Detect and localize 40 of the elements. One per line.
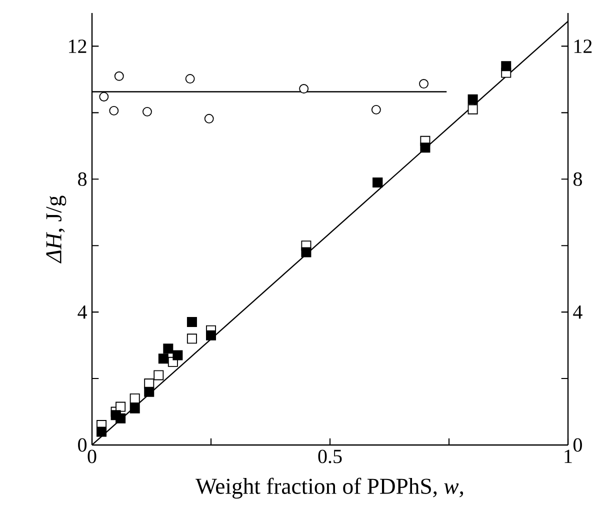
point	[501, 61, 512, 72]
x-tick-label: 0	[88, 450, 96, 464]
point	[114, 71, 124, 81]
point	[163, 344, 174, 354]
y-tick-label: 4	[78, 305, 87, 319]
point	[299, 84, 309, 94]
y2-tick-label: 12	[574, 40, 592, 53]
point	[96, 426, 107, 437]
point	[420, 142, 430, 153]
y-tick-label: 8	[78, 172, 87, 186]
point	[468, 104, 478, 114]
point	[130, 393, 140, 404]
point	[116, 402, 126, 412]
point	[186, 334, 197, 344]
y2-tick-label: 8	[573, 172, 582, 186]
point	[99, 92, 109, 102]
point	[109, 106, 119, 116]
point	[158, 354, 168, 364]
point	[144, 386, 154, 397]
y-axis-title: ΔH, J/g	[46, 196, 66, 264]
point	[301, 247, 312, 258]
point	[206, 330, 216, 340]
y-tick-label: 12	[69, 40, 86, 53]
point	[172, 350, 183, 360]
point	[468, 94, 478, 104]
y-tick-label: 0	[78, 438, 87, 452]
y2-tick-label: 0	[573, 438, 582, 452]
point	[419, 79, 429, 89]
y2-tick-label: 4	[573, 305, 582, 319]
point	[185, 74, 195, 84]
point	[130, 403, 140, 414]
point	[186, 317, 197, 328]
point	[154, 370, 164, 380]
point	[204, 114, 214, 124]
x-tick-label: 1	[564, 450, 572, 463]
x-axis-title: Weight fraction of PDPhS, w,	[196, 478, 464, 499]
point	[371, 104, 381, 114]
point	[142, 106, 152, 116]
x-tick-label: 0.5	[318, 450, 342, 464]
point	[116, 413, 126, 424]
